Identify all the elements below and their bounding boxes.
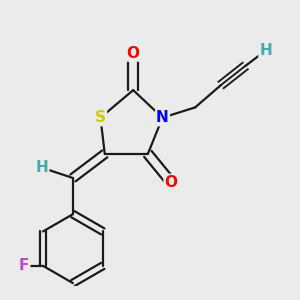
Text: N: N: [156, 110, 169, 125]
Text: O: O: [165, 175, 178, 190]
Text: H: H: [260, 43, 272, 58]
Text: O: O: [127, 46, 140, 61]
Text: H: H: [35, 160, 48, 175]
Text: S: S: [95, 110, 106, 125]
Text: F: F: [19, 258, 29, 273]
